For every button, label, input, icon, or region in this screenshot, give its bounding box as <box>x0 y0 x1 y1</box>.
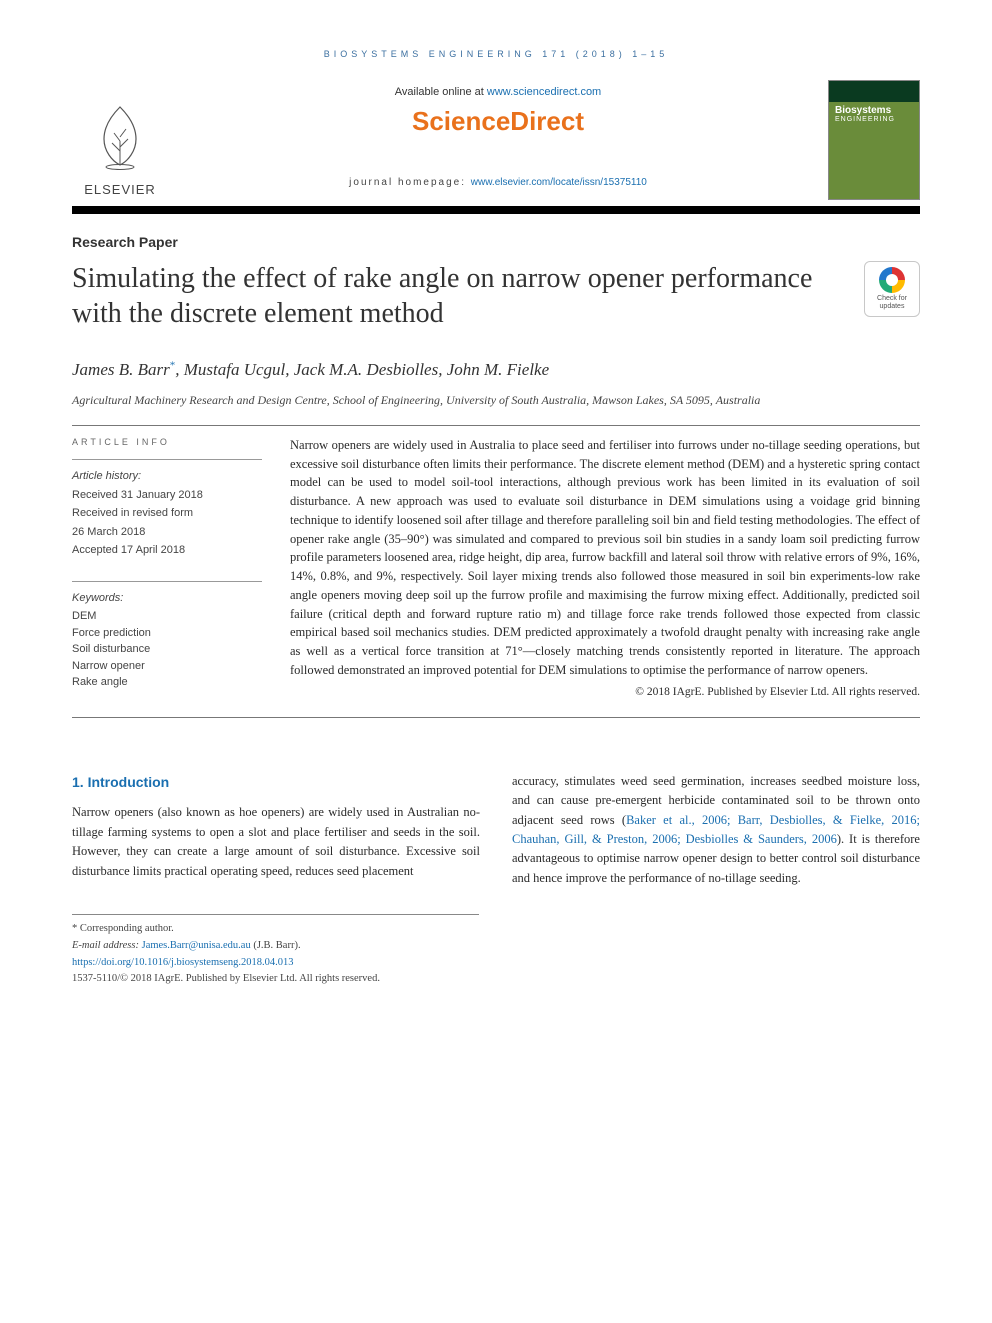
horizontal-rule <box>72 425 920 426</box>
article-info-column: ARTICLE INFO Article history: Received 3… <box>72 436 262 701</box>
footnotes-block: * Corresponding author. E-mail address: … <box>72 914 479 987</box>
sciencedirect-logo: ScienceDirect <box>184 102 812 141</box>
keyword-item: Narrow opener <box>72 658 262 675</box>
crossmark-badge[interactable]: Check for updates <box>864 261 920 317</box>
crossmark-label: Check for updates <box>877 295 907 310</box>
available-online-prefix: Available online at <box>395 86 487 98</box>
intro-para-right: accuracy, stimulates weed seed germinati… <box>512 772 920 888</box>
document-type: Research Paper <box>72 232 920 253</box>
affiliation: Agricultural Machinery Research and Desi… <box>72 392 920 409</box>
abstract-copyright: © 2018 IAgrE. Published by Elsevier Ltd.… <box>290 684 920 701</box>
abstract-text: Narrow openers are widely used in Austra… <box>290 436 920 680</box>
article-info-heading: ARTICLE INFO <box>72 436 262 450</box>
doi-link[interactable]: https://doi.org/10.1016/j.biosystemseng.… <box>72 957 293 968</box>
keyword-item: Force prediction <box>72 625 262 642</box>
banner-center: Available online at www.sciencedirect.co… <box>184 80 812 191</box>
accepted-date: Accepted 17 April 2018 <box>72 542 262 559</box>
cover-subtitle: ENGINEERING <box>835 115 895 126</box>
crossmark-line1: Check for <box>877 295 907 302</box>
email-suffix: (J.B. Barr). <box>251 940 301 951</box>
journal-homepage-line: journal homepage: www.elsevier.com/locat… <box>184 175 812 190</box>
keyword-item: Soil disturbance <box>72 641 262 658</box>
crossmark-line2: updates <box>880 303 905 310</box>
section-heading-introduction: 1. Introduction <box>72 772 480 794</box>
received-date: Received 31 January 2018 <box>72 487 262 504</box>
running-head: BIOSYSTEMS ENGINEERING 171 (2018) 1–15 <box>72 48 920 62</box>
journal-cover-thumbnail: Biosystems ENGINEERING <box>828 80 920 200</box>
elsevier-wordmark: ELSEVIER <box>84 180 156 200</box>
article-history-label: Article history: <box>72 468 262 485</box>
keywords-block: Keywords: DEM Force prediction Soil dist… <box>72 581 262 691</box>
intro-para-left: Narrow openers (also known as hoe opener… <box>72 803 480 881</box>
revised-line1: Received in revised form <box>72 505 262 522</box>
author-list: James B. Barr*, Mustafa Ucgul, Jack M.A.… <box>72 357 920 383</box>
elsevier-tree-icon <box>84 94 156 178</box>
article-history-block: Article history: Received 31 January 201… <box>72 459 262 559</box>
author-email-link[interactable]: James.Barr@unisa.edu.au <box>142 940 251 951</box>
keyword-item: Rake angle <box>72 674 262 691</box>
crossmark-icon <box>879 267 905 293</box>
horizontal-rule <box>72 717 920 718</box>
abstract-column: Narrow openers are widely used in Austra… <box>290 436 920 701</box>
keyword-item: DEM <box>72 608 262 625</box>
available-online-line: Available online at www.sciencedirect.co… <box>184 84 812 101</box>
corresponding-author-note: * Corresponding author. <box>72 921 479 937</box>
body-two-column: 1. Introduction Narrow openers (also kno… <box>72 772 920 888</box>
keywords-label: Keywords: <box>72 590 262 607</box>
journal-homepage-url[interactable]: www.elsevier.com/locate/issn/15375110 <box>471 177 647 188</box>
black-divider-bar <box>72 206 920 214</box>
homepage-prefix: journal homepage: <box>349 177 471 188</box>
issn-copyright-line: 1537-5110/© 2018 IAgrE. Published by Els… <box>72 971 479 987</box>
sciencedirect-url[interactable]: www.sciencedirect.com <box>487 86 601 98</box>
revised-line2: 26 March 2018 <box>72 524 262 541</box>
email-line: E-mail address: James.Barr@unisa.edu.au … <box>72 938 479 954</box>
elsevier-logo: ELSEVIER <box>72 80 168 200</box>
paper-title: Simulating the effect of rake angle on n… <box>72 261 848 331</box>
email-label: E-mail address: <box>72 940 142 951</box>
journal-banner: ELSEVIER Available online at www.science… <box>72 80 920 200</box>
